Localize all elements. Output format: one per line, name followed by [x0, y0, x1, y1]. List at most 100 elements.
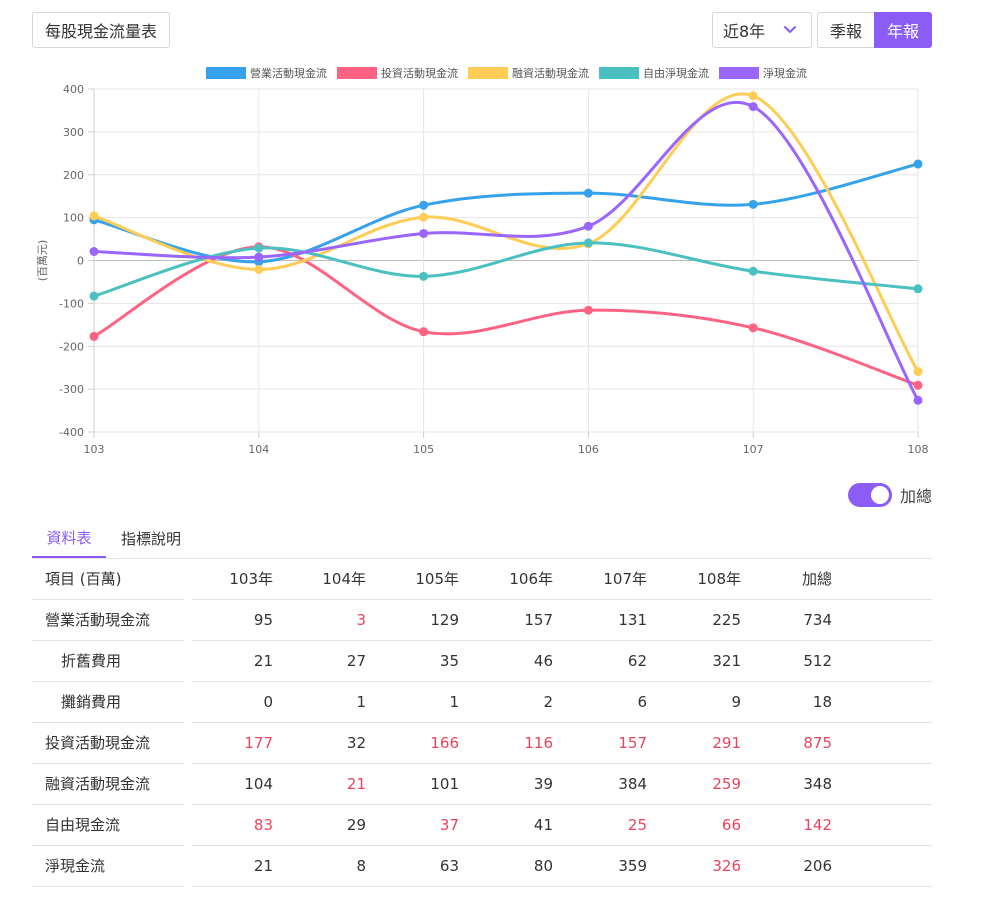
row-label: 投資活動現金流 [45, 734, 151, 752]
table-cell: 3 [356, 611, 366, 629]
table-cell: 63 [439, 857, 459, 875]
table-cell: 259 [712, 775, 741, 793]
cash-flow-title-button[interactable]: 每股現金流量表 [32, 12, 170, 48]
table-cell: 8 [356, 857, 366, 875]
table-cell: 157 [524, 611, 553, 629]
y-tick-label: 400 [63, 83, 84, 96]
legend-label: 營業活動現金流 [250, 66, 327, 80]
data-point [419, 200, 429, 210]
range-select[interactable]: 近8年 [712, 12, 812, 48]
legend-swatch [468, 67, 508, 79]
data-point [254, 265, 264, 275]
table-cell: 95 [253, 611, 273, 629]
series-line [93, 162, 919, 264]
table-cell: 32 [346, 734, 366, 752]
y-tick-label: 100 [63, 212, 84, 225]
legend-swatch [337, 67, 377, 79]
series-line [93, 241, 919, 298]
tab-indicator-description[interactable]: 指標說明 [120, 529, 181, 548]
table-row: 折舊費用 21 27 35 46 62 321 512 [32, 641, 932, 682]
quarterly-button[interactable]: 季報 [817, 12, 874, 48]
table-cell: 326 [712, 857, 741, 875]
table-cell: 321 [712, 652, 741, 670]
annual-button[interactable]: 年報 [874, 12, 932, 48]
table-cell: 142 [803, 816, 832, 834]
table-header-cell: 104年 [322, 570, 366, 588]
data-point [748, 323, 758, 333]
table-cell: 29 [346, 816, 366, 834]
table-cell: 734 [803, 611, 832, 629]
data-point [89, 246, 99, 256]
table-cell: 2 [543, 693, 553, 711]
table-cell: 39 [533, 775, 553, 793]
table-cell: 83 [253, 816, 273, 834]
y-tick-label: -400 [59, 426, 84, 439]
legend-swatch [206, 67, 246, 79]
table-row: 營業活動現金流 95 3 129 157 131 225 734 [32, 600, 932, 641]
data-point [913, 380, 923, 390]
legend-label: 自由淨現金流 [643, 66, 709, 80]
table-cell: 80 [533, 857, 553, 875]
chevron-down-icon [784, 26, 796, 33]
table-cell: 291 [712, 734, 741, 752]
data-point [89, 291, 99, 301]
data-point [89, 331, 99, 341]
table-header-cell: 加總 [801, 570, 832, 588]
data-point [583, 221, 593, 231]
tab-data-table[interactable]: 資料表 [32, 518, 106, 558]
y-tick-label: -300 [59, 383, 84, 396]
sum-toggle[interactable] [848, 483, 892, 507]
table-header-cell: 107年 [603, 570, 647, 588]
data-point [913, 159, 923, 169]
data-point [748, 266, 758, 276]
table-cell: 41 [533, 816, 553, 834]
table-cell: 157 [618, 734, 647, 752]
table-cell: 25 [627, 816, 647, 834]
table-header-row: 項目 (百萬) 103年 104年 105年 106年 107年 108年 加總 [32, 559, 932, 600]
x-tick-label: 103 [84, 443, 105, 456]
table-cell: 27 [346, 652, 366, 670]
series-line [93, 245, 919, 387]
table-header-cell: 106年 [509, 570, 553, 588]
sum-toggle-group: 加總 [848, 483, 932, 507]
table-cell: 9 [731, 693, 741, 711]
legend-label: 融資活動現金流 [512, 66, 589, 80]
table-row: 投資活動現金流 177 32 166 116 157 291 875 [32, 723, 932, 764]
tab-bar: 資料表 指標說明 [32, 518, 932, 559]
row-label: 折舊費用 [61, 652, 122, 670]
data-point [748, 102, 758, 112]
series-line [93, 92, 920, 373]
table-cell: 46 [533, 652, 553, 670]
row-label: 淨現金流 [45, 857, 106, 875]
data-point [419, 228, 429, 238]
table-cell: 177 [244, 734, 273, 752]
table-cell: 66 [721, 816, 741, 834]
table-cell: 116 [524, 734, 553, 752]
data-point [913, 367, 923, 377]
row-label: 融資活動現金流 [45, 775, 151, 793]
table-cell: 37 [439, 816, 459, 834]
table-cell: 62 [627, 652, 647, 670]
table-cell: 35 [439, 652, 459, 670]
row-label: 攤銷費用 [61, 693, 122, 711]
table-header-cell: 項目 (百萬) [45, 570, 122, 588]
table-header-cell: 108年 [697, 570, 741, 588]
data-point [583, 238, 593, 248]
table-cell: 6 [637, 693, 647, 711]
table-cell: 875 [803, 734, 832, 752]
data-point [583, 188, 593, 198]
x-tick-label: 105 [413, 443, 434, 456]
table-cell: 21 [346, 775, 366, 793]
data-point [419, 271, 429, 281]
x-tick-label: 106 [578, 443, 599, 456]
data-table: 項目 (百萬) 103年 104年 105年 106年 107年 108年 加總 營業活動現金流… [32, 559, 932, 887]
data-point [913, 284, 923, 294]
table-row: 自由現金流 83 29 37 41 25 66 142 [32, 805, 932, 846]
table-cell: 512 [803, 652, 832, 670]
table-row: 攤銷費用 0 1 1 2 6 9 18 [32, 682, 932, 723]
table-cell: 359 [618, 857, 647, 875]
table-cell: 166 [430, 734, 459, 752]
table-cell: 225 [712, 611, 741, 629]
y-tick-label: 300 [63, 126, 84, 139]
